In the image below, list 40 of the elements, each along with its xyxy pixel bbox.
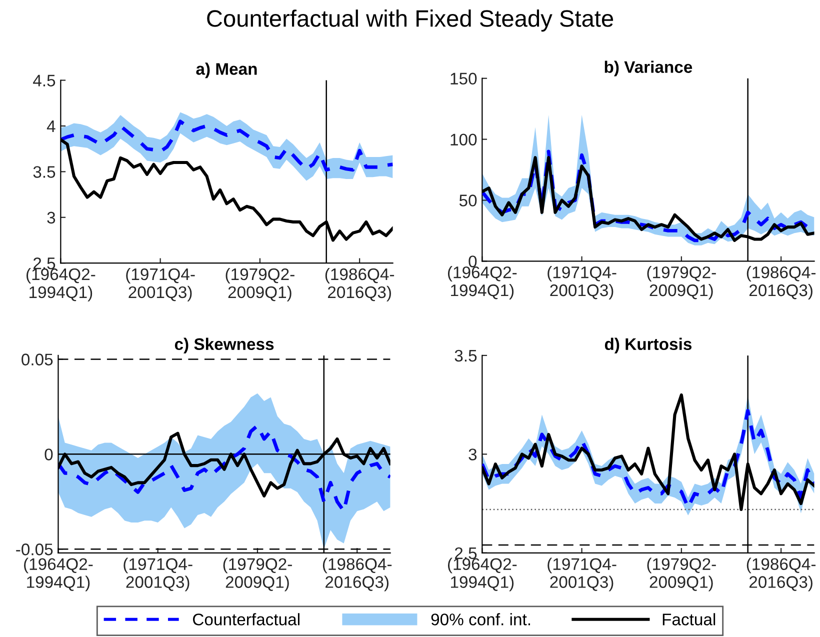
text: Counterfactual with Fixed Steady State [207,10,614,32]
x-tick-label: (1964Q2- 1994Q1) [24,558,93,592]
legend-label: Factual [662,613,716,626]
legend-label: Counterfactual [193,613,300,626]
chart-title: c) Skewness [174,338,274,354]
y-tick-label: -0.05 [16,544,53,556]
x-tick-label: (1979Q2- 2009Q1) [647,558,716,592]
x-tick-label: (1964Q2- 1994Q1) [26,268,96,302]
x-tick-label: (1986Q4- 2016Q3) [746,266,816,300]
y-tick-label: 3.5 [33,166,56,178]
x-tick-label: (1979Q2- 2009Q1) [223,558,292,592]
y-tick-label: 0 [468,256,477,268]
x-tick-label: (1964Q2- 1994Q1) [448,558,517,592]
y-tick-label: 0 [44,448,53,460]
text: 90% conf. int. [431,613,530,626]
y-tick-label: 3 [468,448,477,460]
y-tick-label: 3.5 [454,350,477,362]
chart-title: a) Mean [196,62,257,78]
y-tick-label: 50 [459,194,477,206]
x-tick-label: (1986Q4- 2016Q3) [746,558,816,592]
y-tick-label: 4.5 [33,74,56,86]
y-tick-label: 100 [450,134,477,146]
y-tick-label: 3 [47,212,56,224]
y-tick-label: 2.5 [454,547,477,560]
x-tick-label: (1986Q4- 2016Q3) [325,268,394,302]
chart-title: d) Kurtosis [604,338,692,354]
y-tick-label: 4 [46,120,56,132]
y-tick-label: 150 [450,72,477,85]
x-tick-label: (1971Q4- 2001Q3) [124,558,192,592]
x-tick-label: (1986Q4- 2016Q3) [322,558,392,592]
chart-title: b) Variance [604,60,692,76]
y-tick-label: 2.5 [33,257,56,270]
x-tick-label: (1971Q4- 2001Q3) [548,266,616,300]
x-tick-label: (1964Q2- 1994Q1) [448,266,517,300]
x-tick-label: (1979Q2- 2009Q1) [647,266,716,300]
x-tick-label: (1971Q4- 2001Q3) [126,268,195,302]
x-tick-label: (1979Q2- 2009Q1) [226,268,294,302]
x-tick-label: (1971Q4- 2001Q3) [548,558,616,592]
line-series [60,120,393,172]
y-tick-label: 0.05 [22,354,53,366]
